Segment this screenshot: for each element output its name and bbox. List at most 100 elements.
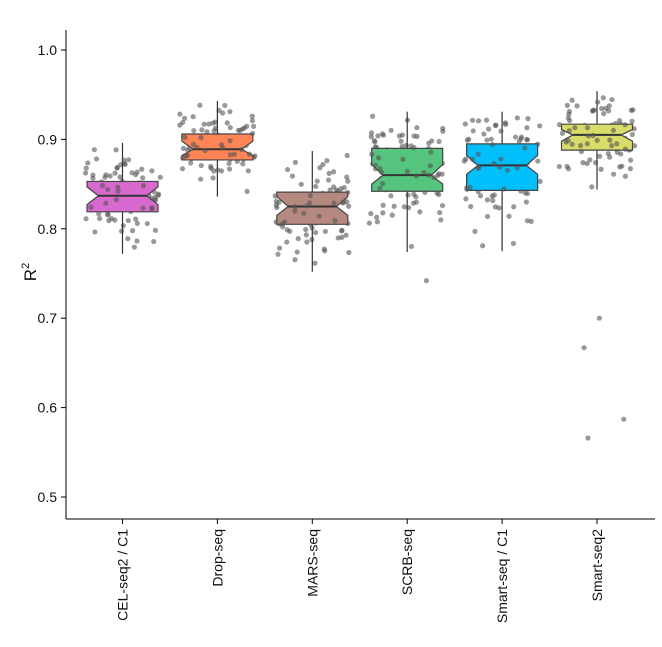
data-point xyxy=(155,192,161,198)
data-point xyxy=(129,228,136,234)
data-point xyxy=(279,221,285,227)
data-point xyxy=(366,220,372,226)
data-point xyxy=(601,110,607,117)
data-point xyxy=(578,148,584,155)
data-point xyxy=(380,202,386,208)
data-point xyxy=(405,192,411,198)
data-point xyxy=(605,151,611,157)
y-tick-label: 0.8 xyxy=(38,221,58,237)
data-point xyxy=(491,192,497,198)
data-point xyxy=(368,134,374,140)
data-point xyxy=(414,133,420,139)
data-point xyxy=(374,219,381,225)
data-point xyxy=(317,165,323,171)
data-point xyxy=(304,203,310,209)
data-point xyxy=(537,123,543,129)
data-point xyxy=(320,161,326,168)
data-point xyxy=(88,204,94,210)
y-tick-label: 1.0 xyxy=(38,42,58,58)
data-point xyxy=(251,123,257,129)
data-point xyxy=(559,130,566,136)
data-point xyxy=(523,199,530,205)
data-point xyxy=(598,166,604,172)
data-point xyxy=(380,180,386,187)
data-point xyxy=(198,135,204,141)
data-point xyxy=(491,160,497,167)
data-point xyxy=(616,118,623,124)
data-point xyxy=(481,131,487,137)
data-point xyxy=(372,162,379,168)
data-point xyxy=(180,155,186,161)
data-point xyxy=(469,117,476,123)
data-point xyxy=(92,229,98,235)
data-point xyxy=(400,156,406,162)
data-point xyxy=(191,128,197,134)
data-point xyxy=(314,178,320,184)
data-point xyxy=(97,215,103,222)
data-point xyxy=(82,170,89,176)
data-point xyxy=(239,146,245,153)
data-point xyxy=(177,111,183,117)
data-point xyxy=(180,145,187,152)
data-point xyxy=(210,120,216,126)
outlier-point xyxy=(621,416,627,422)
data-point xyxy=(149,168,155,174)
data-point xyxy=(506,213,512,219)
data-point xyxy=(93,156,100,162)
data-point xyxy=(622,173,629,179)
data-point xyxy=(181,115,188,121)
data-point xyxy=(484,213,491,220)
data-point xyxy=(368,211,374,217)
data-point xyxy=(322,228,328,235)
box-mars-seq xyxy=(276,191,349,225)
data-point xyxy=(346,249,352,256)
data-point xyxy=(208,163,214,170)
data-point xyxy=(628,157,634,163)
data-point xyxy=(246,151,253,157)
data-point xyxy=(504,167,511,173)
data-point xyxy=(115,188,121,194)
data-point xyxy=(117,174,123,180)
data-point xyxy=(301,210,307,216)
data-point xyxy=(496,164,503,170)
data-point xyxy=(298,181,304,187)
data-point xyxy=(85,160,91,166)
data-point xyxy=(439,202,446,209)
data-point xyxy=(609,96,615,103)
data-point xyxy=(566,111,572,117)
outlier-point xyxy=(596,315,602,321)
data-point xyxy=(341,184,347,191)
data-point xyxy=(276,245,283,251)
data-point xyxy=(556,122,563,128)
data-point xyxy=(206,121,212,127)
data-point xyxy=(429,138,435,144)
data-point xyxy=(240,161,246,167)
data-point xyxy=(404,168,410,175)
data-point xyxy=(377,185,383,191)
data-point xyxy=(321,246,327,252)
data-point xyxy=(339,227,345,233)
data-point xyxy=(105,186,111,193)
data-point xyxy=(427,163,433,169)
data-point xyxy=(496,205,502,211)
data-point xyxy=(331,184,337,190)
data-point xyxy=(380,132,387,138)
data-point xyxy=(275,251,281,257)
data-point xyxy=(99,183,105,189)
data-point xyxy=(292,159,299,166)
data-point xyxy=(201,121,207,127)
data-point xyxy=(344,174,350,180)
data-point xyxy=(606,103,612,109)
data-point xyxy=(594,137,600,143)
data-point xyxy=(331,169,337,175)
data-point xyxy=(112,170,118,176)
data-point xyxy=(91,147,97,153)
data-point xyxy=(144,220,150,227)
data-point xyxy=(417,209,423,215)
data-point xyxy=(222,102,228,109)
data-point xyxy=(502,120,508,126)
data-point xyxy=(368,130,375,136)
data-point xyxy=(535,158,541,164)
data-point xyxy=(343,232,349,238)
data-point xyxy=(115,184,121,190)
